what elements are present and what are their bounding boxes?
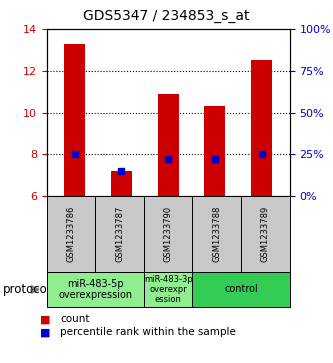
Bar [111,171,132,196]
Text: control: control [224,285,258,294]
Text: GSM1233787: GSM1233787 [115,206,124,262]
Bar [64,44,85,196]
Text: percentile rank within the sample: percentile rank within the sample [60,327,236,337]
Text: miR-483-3p
overexpr
ession: miR-483-3p overexpr ession [144,274,192,305]
Text: ■: ■ [40,327,51,337]
Bar [251,60,272,196]
Bar [158,94,179,196]
Text: GSM1233786: GSM1233786 [66,206,76,262]
Text: miR-483-5p
overexpression: miR-483-5p overexpression [58,279,132,300]
Text: GDS5347 / 234853_s_at: GDS5347 / 234853_s_at [83,9,250,23]
Text: protocol: protocol [3,283,52,296]
Text: ■: ■ [40,314,51,325]
Text: GSM1233789: GSM1233789 [261,206,270,262]
Text: GSM1233788: GSM1233788 [212,206,221,262]
Text: GSM1233790: GSM1233790 [164,206,173,262]
Text: count: count [60,314,90,325]
Bar [204,106,225,196]
